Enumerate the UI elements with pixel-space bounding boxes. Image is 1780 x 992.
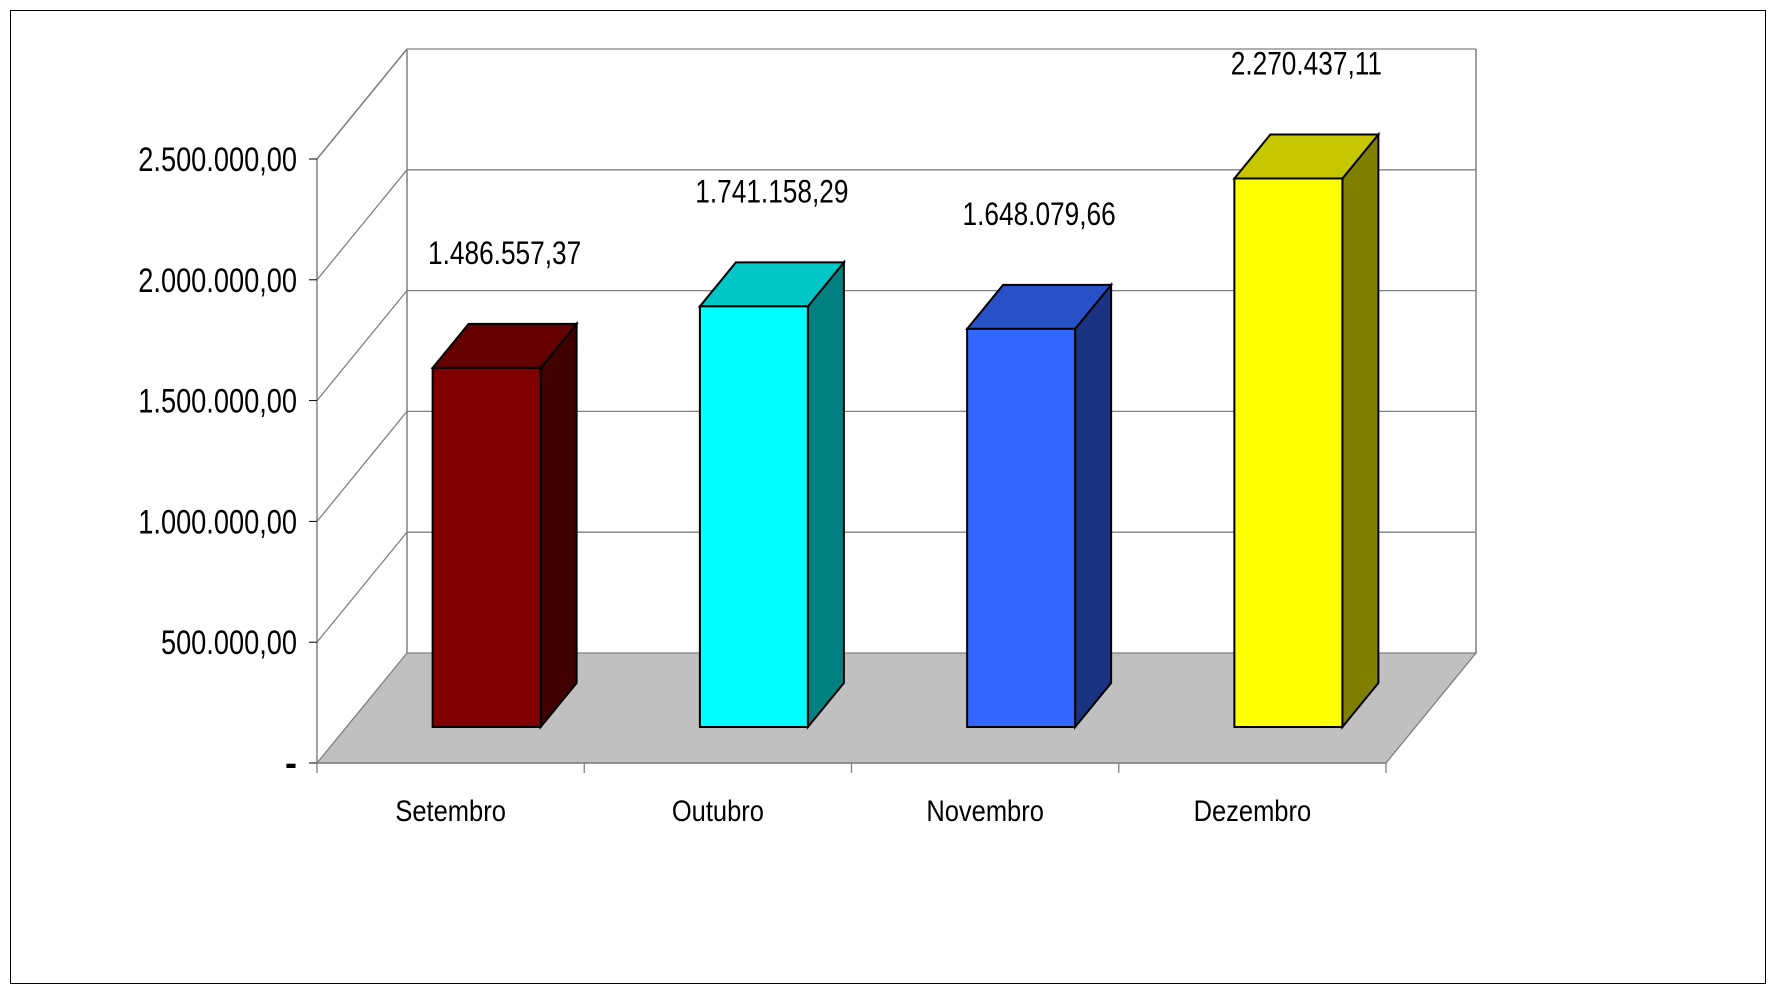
x-tick-label: Outubro [672,794,764,827]
bar-outubro [697,259,846,730]
bar-side-face [1341,131,1380,730]
bars-layer [430,131,1381,730]
gridline-side [316,169,408,281]
chart-frame: - 500.000,00 1.000.000,00 1.500.000,00 2.000… [10,10,1766,984]
data-label: 1.741.158,29 [695,175,848,210]
y-tick-label: 500.000,00 [161,623,297,662]
y-tick-label: - [285,742,297,783]
bar-front-face [966,327,1077,728]
gridline-side [316,410,408,522]
bar-front-face [698,305,809,728]
bar-setembro [430,321,579,730]
data-label: 1.486.557,37 [428,237,581,272]
y-tick-label: 2.000.000,00 [138,261,297,300]
x-tick-label: Novembro [926,794,1044,827]
bar-chart: - 500.000,00 1.000.000,00 1.500.000,00 2.000… [138,47,1478,827]
bar-front-face [431,366,542,728]
gridline-side [316,531,408,643]
bar-dezembro [1232,131,1381,730]
axis-layer: - 500.000,00 1.000.000,00 1.500.000,00 2.000… [138,140,1387,827]
labels-layer: 1.486.557,37 1.741.158,29 1.648.079,66 2.27… [428,47,1382,271]
bar-side-face [806,259,845,730]
y-tick-label: 1.500.000,00 [138,382,297,421]
y-tick-label: 2.500.000,00 [138,140,297,179]
data-label: 1.648.079,66 [963,197,1116,232]
grid-layer [316,48,1477,653]
bar-novembro [965,282,1114,730]
x-tick-label: Dezembro [1194,794,1312,827]
bar-side-face [1074,282,1113,730]
side-wall-top-edge [316,48,408,160]
x-tick-label: Setembro [395,794,506,827]
bar-front-face [1233,177,1344,728]
bar-side-face [539,321,578,730]
data-label: 2.270.437,11 [1231,47,1382,82]
y-tick-label: 1.000.000,00 [138,502,297,541]
gridline-side [316,290,408,402]
